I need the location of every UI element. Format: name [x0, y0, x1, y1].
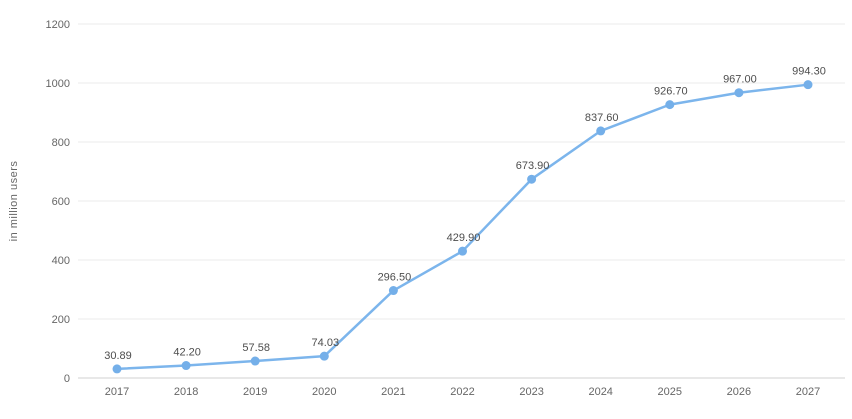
data-point-label: 673.90	[516, 160, 550, 172]
x-tick-label: 2021	[381, 386, 405, 398]
data-point-label: 967.00	[723, 74, 757, 86]
data-point-label: 57.58	[242, 342, 270, 354]
data-point-label: 74.03	[312, 337, 340, 349]
data-point[interactable]	[319, 351, 329, 361]
data-point[interactable]	[734, 88, 744, 98]
y-tick-label: 0	[64, 373, 70, 385]
x-tick-label: 2023	[519, 386, 543, 398]
data-point-label: 30.89	[104, 350, 132, 362]
y-tick-label: 1000	[46, 78, 70, 90]
data-point[interactable]	[112, 364, 122, 374]
data-point-label: 296.50	[378, 272, 412, 284]
data-point-label: 429.90	[447, 232, 481, 244]
y-tick-label: 200	[52, 314, 70, 326]
data-point[interactable]	[388, 286, 398, 296]
data-point-label: 994.30	[792, 66, 826, 78]
data-point[interactable]	[250, 356, 260, 366]
data-point[interactable]	[527, 174, 537, 184]
x-tick-label: 2022	[450, 386, 474, 398]
data-point[interactable]	[596, 126, 606, 136]
data-point-label: 837.60	[585, 112, 619, 124]
y-axis-title: in million users	[8, 160, 20, 242]
x-tick-label: 2020	[312, 386, 336, 398]
data-point-label: 926.70	[654, 86, 688, 98]
x-tick-label: 2024	[588, 386, 612, 398]
y-tick-label: 1200	[46, 19, 70, 31]
y-tick-label: 600	[52, 196, 70, 208]
x-tick-label: 2019	[243, 386, 267, 398]
series-line	[115, 83, 810, 371]
x-tick-label: 2025	[658, 386, 682, 398]
data-point[interactable]	[665, 100, 675, 110]
x-tick-label: 2027	[796, 386, 820, 398]
data-point[interactable]	[803, 80, 813, 90]
data-point[interactable]	[181, 361, 191, 371]
x-tick-label: 2017	[105, 386, 129, 398]
data-point[interactable]	[458, 246, 467, 256]
y-tick-label: 800	[52, 137, 70, 149]
x-tick-label: 2026	[727, 386, 751, 398]
y-tick-label: 400	[52, 255, 70, 267]
x-tick-label: 2018	[174, 386, 198, 398]
data-point-label: 42.20	[173, 347, 201, 359]
